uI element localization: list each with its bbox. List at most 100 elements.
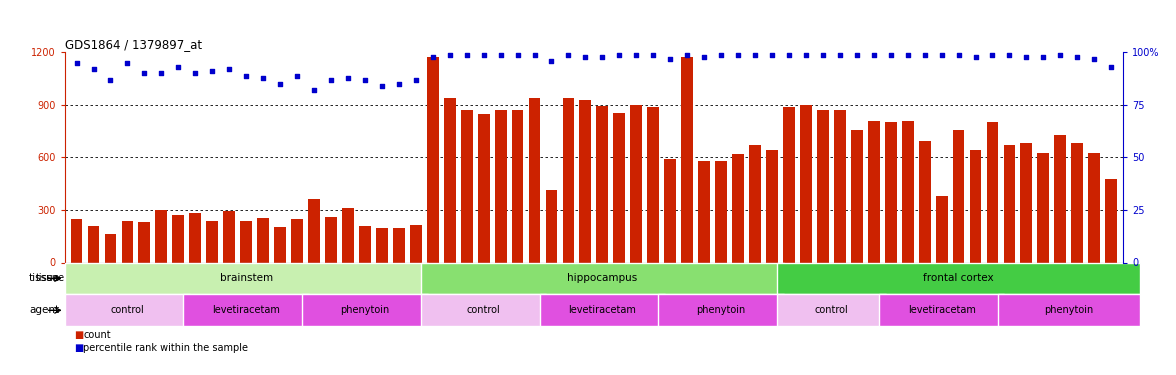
Text: hippocampus: hippocampus — [567, 273, 637, 284]
Bar — [359, 226, 370, 262]
Point — [814, 52, 833, 58]
Point — [661, 56, 680, 62]
Bar — [1088, 153, 1101, 262]
Bar — [777, 294, 886, 326]
Point — [492, 52, 510, 58]
Point — [423, 54, 442, 60]
Point — [1051, 52, 1070, 58]
Bar — [71, 219, 82, 262]
Bar — [443, 98, 455, 262]
Bar — [189, 213, 201, 262]
Point — [780, 52, 799, 58]
Point — [85, 66, 103, 72]
Text: levetiracetam: levetiracetam — [568, 305, 636, 315]
Bar — [580, 100, 592, 262]
Bar — [258, 218, 269, 262]
Point — [440, 52, 459, 58]
Text: ■: ■ — [74, 330, 83, 340]
Bar — [614, 113, 626, 262]
Point — [1017, 54, 1036, 60]
Text: phenytoin: phenytoin — [696, 305, 746, 315]
Point — [236, 73, 255, 79]
Point — [169, 64, 188, 70]
Point — [305, 87, 323, 93]
Point — [1000, 52, 1018, 58]
Bar — [87, 226, 100, 262]
Text: tissue: tissue — [29, 273, 60, 284]
Point — [627, 52, 646, 58]
Bar — [240, 220, 252, 262]
Bar — [733, 154, 744, 262]
Text: control: control — [815, 305, 848, 315]
Bar — [997, 294, 1140, 326]
Bar — [376, 228, 388, 262]
Text: control: control — [111, 305, 145, 315]
Point — [576, 54, 595, 60]
Bar — [659, 294, 784, 326]
Bar — [1055, 135, 1067, 262]
Point — [898, 52, 917, 58]
Bar — [1037, 153, 1049, 262]
Point — [152, 70, 171, 76]
Bar — [427, 57, 439, 262]
Bar — [302, 294, 428, 326]
Bar — [630, 105, 642, 262]
Bar — [183, 294, 309, 326]
Bar — [1105, 179, 1117, 262]
Point — [729, 52, 748, 58]
Bar — [495, 110, 507, 262]
Point — [321, 77, 340, 83]
Point — [67, 60, 86, 66]
Bar — [1003, 145, 1015, 262]
Bar — [308, 200, 320, 262]
Text: phenytoin: phenytoin — [340, 305, 389, 315]
Point — [288, 73, 307, 79]
Bar — [421, 294, 547, 326]
Point — [373, 83, 392, 89]
Bar — [342, 208, 354, 262]
Point — [186, 70, 205, 76]
Point — [407, 77, 426, 83]
Bar — [1021, 144, 1033, 262]
Bar — [596, 106, 608, 262]
Text: phenytoin: phenytoin — [1044, 305, 1094, 315]
Point — [474, 52, 493, 58]
Point — [135, 70, 154, 76]
Point — [101, 77, 120, 83]
Point — [762, 52, 781, 58]
Bar — [953, 130, 964, 262]
Bar — [834, 110, 846, 262]
Bar — [173, 215, 185, 262]
Bar — [766, 150, 777, 262]
Bar — [528, 98, 541, 262]
Bar — [410, 225, 422, 262]
Point — [933, 52, 951, 58]
Bar — [477, 114, 489, 262]
Bar — [274, 226, 286, 262]
Bar — [155, 210, 167, 262]
Point — [949, 52, 968, 58]
Point — [967, 54, 985, 60]
Bar — [777, 262, 1140, 294]
Point — [881, 52, 900, 58]
Text: tissue: tissue — [35, 273, 65, 284]
Point — [830, 52, 849, 58]
Bar — [121, 220, 133, 262]
Text: control: control — [467, 305, 501, 315]
Point — [202, 68, 221, 74]
Point — [983, 52, 1002, 58]
Point — [593, 54, 612, 60]
Point — [508, 52, 527, 58]
Bar — [918, 141, 930, 262]
Bar — [884, 122, 896, 262]
Bar — [546, 190, 557, 262]
Point — [677, 52, 696, 58]
Point — [796, 52, 815, 58]
Point — [457, 52, 476, 58]
Point — [1102, 64, 1121, 70]
Text: levetiracetam: levetiracetam — [212, 305, 280, 315]
Bar — [969, 150, 982, 262]
Bar — [512, 110, 523, 262]
Bar — [393, 228, 405, 262]
Bar — [715, 161, 727, 262]
